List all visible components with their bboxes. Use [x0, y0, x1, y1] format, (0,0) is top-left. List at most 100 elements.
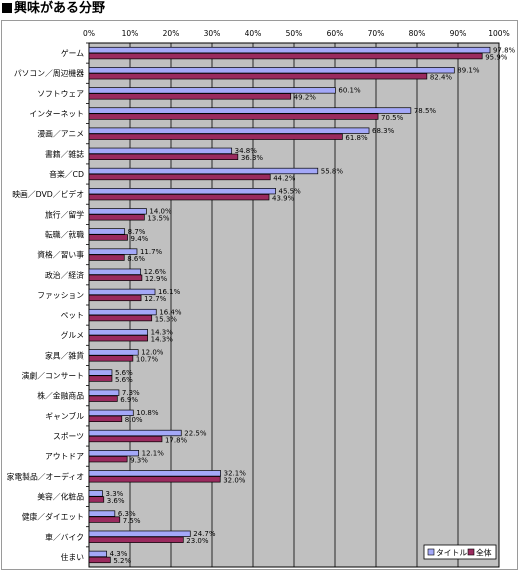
- bar-series-2: [88, 355, 134, 362]
- bar-series-1: [88, 167, 319, 175]
- category-label: アウトドア: [45, 452, 84, 461]
- legend-swatch-series-1: [427, 548, 435, 556]
- bar-series-2: [88, 93, 292, 100]
- data-label-series-1: 10.8%: [136, 409, 159, 417]
- bar-series-2: [88, 375, 113, 382]
- x-tick-label: 40%: [245, 29, 262, 38]
- category-label: ゲーム: [61, 49, 84, 58]
- bar-series-1: [88, 228, 126, 235]
- data-label-series-2: 9.3%: [130, 456, 148, 464]
- x-tick-label: 50%: [286, 29, 303, 38]
- bar-series-1: [88, 409, 134, 416]
- bar-series-2: [88, 133, 343, 140]
- category-label: 家電製品／オーディオ: [7, 471, 84, 481]
- bar-series-1: [88, 369, 113, 376]
- category-label: ソフトウェア: [37, 89, 84, 98]
- data-label-series-1: 7.3%: [122, 389, 140, 397]
- data-label-series-1: 68.3%: [372, 127, 395, 135]
- chart-title-text: 興味がある分野: [14, 1, 106, 16]
- data-label-series-2: 82.4%: [430, 74, 453, 82]
- bar-series-1: [88, 67, 455, 74]
- data-label-series-1: 12.0%: [141, 349, 164, 357]
- data-label-series-2: 44.2%: [273, 174, 296, 182]
- data-label-series-1: 45.5%: [279, 187, 302, 195]
- bar-series-1: [88, 470, 221, 477]
- data-label-series-2: 5.2%: [113, 557, 131, 565]
- data-label-series-1: 22.5%: [184, 429, 207, 437]
- bar-series-2: [88, 294, 142, 302]
- bar-series-2: [88, 476, 221, 483]
- category-label: 演劇／コンサート: [22, 371, 84, 381]
- legend-label-series-2: 全体: [476, 548, 492, 558]
- category-label: ギャンブル: [45, 411, 84, 421]
- bar-series-1: [88, 490, 103, 497]
- category-label: ファッション: [37, 291, 84, 300]
- data-label-series-1: 97.8%: [493, 46, 516, 54]
- title-square-icon: [2, 3, 12, 13]
- data-label-series-2: 32.0%: [223, 477, 246, 485]
- bar-series-1: [88, 208, 147, 215]
- data-label-series-1: 8.7%: [128, 228, 146, 236]
- bar-series-2: [88, 435, 163, 443]
- category-label: 漫画／アニメ: [37, 129, 84, 139]
- data-label-series-1: 3.3%: [106, 490, 124, 498]
- category-label: スポーツ: [53, 432, 84, 441]
- bar-series-2: [88, 274, 143, 281]
- x-tick-label: 80%: [409, 29, 426, 38]
- data-label-series-2: 5.6%: [115, 376, 133, 384]
- data-label-series-1: 4.3%: [110, 550, 128, 558]
- bar-series-2: [88, 153, 239, 160]
- x-tick-label: 100%: [488, 29, 509, 38]
- legend-swatch-series-2: [467, 548, 475, 556]
- legend-box: [423, 544, 497, 560]
- data-label-series-2: 23.0%: [186, 537, 209, 545]
- data-label-series-2: 7.5%: [123, 517, 141, 525]
- category-label: 転職／就職: [45, 229, 84, 239]
- data-label-series-2: 17.8%: [165, 436, 188, 444]
- category-label: 映画／DVD／ビデオ: [12, 189, 84, 199]
- bar-series-1: [88, 248, 138, 255]
- category-label: 音楽／CD: [49, 169, 84, 179]
- bar-series-1: [88, 530, 191, 537]
- bar-series-1: [88, 288, 156, 296]
- x-tick-label: 20%: [163, 29, 180, 38]
- data-label-series-1: 6.3%: [118, 510, 136, 518]
- bar-series-1: [88, 87, 336, 94]
- data-label-series-1: 78.5%: [414, 107, 437, 115]
- data-label-series-1: 14.0%: [149, 208, 172, 216]
- category-label: 旅行／留学: [45, 209, 84, 219]
- x-tick-label: 60%: [327, 29, 344, 38]
- bar-series-2: [88, 52, 483, 60]
- bar-series-2: [88, 254, 125, 261]
- bar-series-1: [88, 550, 107, 558]
- data-label-series-2: 10.7%: [136, 356, 159, 364]
- data-label-series-1: 16.4%: [159, 308, 182, 316]
- data-label-series-1: 34.8%: [235, 147, 258, 155]
- data-label-series-1: 5.6%: [115, 369, 133, 377]
- data-label-series-2: 14.3%: [151, 336, 174, 344]
- bar-series-1: [88, 188, 276, 195]
- bar-series-1: [88, 329, 148, 336]
- bar-series-2: [88, 395, 118, 402]
- bar-series-2: [88, 314, 153, 322]
- bar-series-1: [88, 147, 233, 154]
- data-label-series-2: 61.8%: [345, 134, 368, 142]
- bar-series-1: [88, 349, 139, 356]
- data-label-series-2: 9.4%: [131, 235, 149, 243]
- data-label-series-2: 8.0%: [125, 416, 143, 424]
- bar-series-1: [88, 46, 491, 54]
- data-label-series-1: 14.3%: [151, 329, 174, 337]
- bar-series-1: [88, 450, 139, 457]
- data-label-series-1: 24.7%: [193, 530, 216, 538]
- bar-series-2: [88, 113, 379, 120]
- bar-series-1: [88, 107, 412, 114]
- bar-series-2: [88, 214, 145, 221]
- data-label-series-1: 32.1%: [224, 470, 247, 478]
- bar-series-1: [88, 127, 370, 134]
- data-label-series-2: 6.9%: [120, 396, 138, 404]
- bar-series-2: [88, 415, 123, 422]
- data-label-series-2: 15.3%: [155, 315, 178, 323]
- x-tick-label: 0%: [83, 29, 95, 38]
- data-label-series-1: 55.8%: [321, 167, 344, 175]
